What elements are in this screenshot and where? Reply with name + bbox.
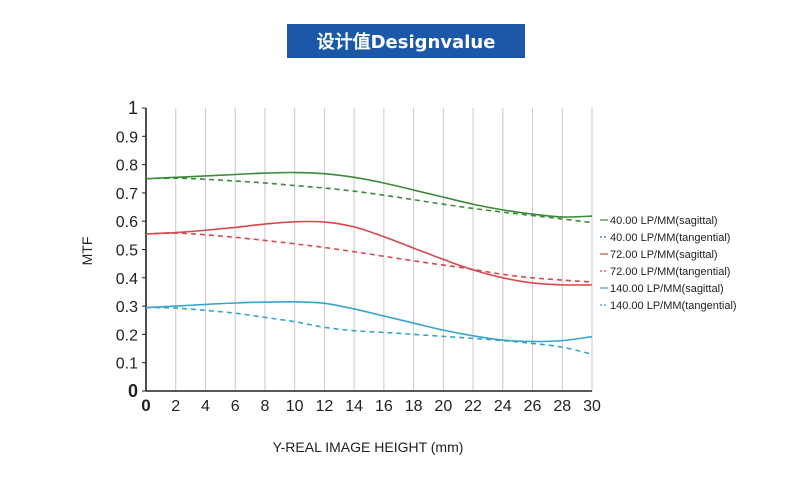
x-tick-label: 16 (375, 398, 393, 415)
legend-label: 72.00 LP/MM(tangential) (610, 266, 730, 278)
y-tick-label: 0.4 (116, 271, 138, 288)
series-line-5 (145, 300, 593, 343)
x-tick-label: 2 (171, 398, 180, 415)
legend-label: 40.00 LP/MM(sagittal) (610, 215, 718, 227)
series-line-3 (145, 220, 593, 286)
x-tick-label: 28 (553, 398, 571, 415)
series-line-2 (145, 177, 593, 224)
y-tick-label: 0.9 (116, 129, 138, 146)
x-tick-label: 12 (316, 398, 334, 415)
y-tick-label: 0.6 (116, 214, 138, 231)
x-tick-label: 4 (201, 398, 210, 415)
x-tick-label: 22 (464, 398, 482, 415)
series-line-6 (145, 306, 593, 355)
legend-label: 72.00 LP/MM(sagittal) (610, 249, 718, 261)
y-axis-label: MTF (79, 237, 95, 266)
x-tick-label: 18 (405, 398, 423, 415)
axes (142, 107, 592, 392)
x-tick-label: 30 (583, 398, 601, 415)
x-tick-label: 8 (260, 398, 269, 415)
legend-label: 140.00 LP/MM(sagittal) (610, 283, 724, 295)
y-tick-label: 0.3 (116, 299, 138, 316)
x-tick-label: 14 (345, 398, 363, 415)
x-tick-label: 24 (494, 398, 512, 415)
x-tick-label: 10 (286, 398, 304, 415)
x-tick-label: 20 (434, 398, 452, 415)
y-tick-labels: 0 0.1 0.2 0.3 0.4 0.5 0.6 0.7 0.8 0.9 1 (116, 98, 138, 401)
x-tick-label: 26 (524, 398, 542, 415)
legend: 40.00 LP/MM(sagittal) 40.00 LP/MM(tangent… (600, 215, 737, 312)
x-tick-labels: 0 2 4 6 8 10 12 14 16 18 20 22 24 26 28 30 (141, 396, 601, 415)
x-tick-label: 0 (141, 396, 150, 415)
series-line-1 (145, 171, 593, 218)
legend-label: 40.00 LP/MM(tangential) (610, 232, 730, 244)
series-line-4 (145, 232, 593, 283)
y-tick-label: 0.1 (116, 356, 138, 373)
legend-label: 140.00 LP/MM(tangential) (610, 300, 737, 312)
y-tick-label: 0.2 (116, 327, 138, 344)
y-tick-label: 0.5 (116, 243, 138, 260)
chart-title: 设计值Designvalue (287, 24, 525, 58)
y-tick-label: 0.7 (116, 186, 138, 203)
y-tick-label: 1 (128, 98, 138, 118)
y-tick-label: 0 (128, 381, 138, 401)
series-lines (145, 171, 593, 355)
x-tick-label: 6 (231, 398, 240, 415)
grid (145, 108, 593, 391)
y-tick-label: 0.8 (116, 158, 138, 175)
x-axis-label: Y-REAL IMAGE HEIGHT (mm) (273, 439, 464, 455)
